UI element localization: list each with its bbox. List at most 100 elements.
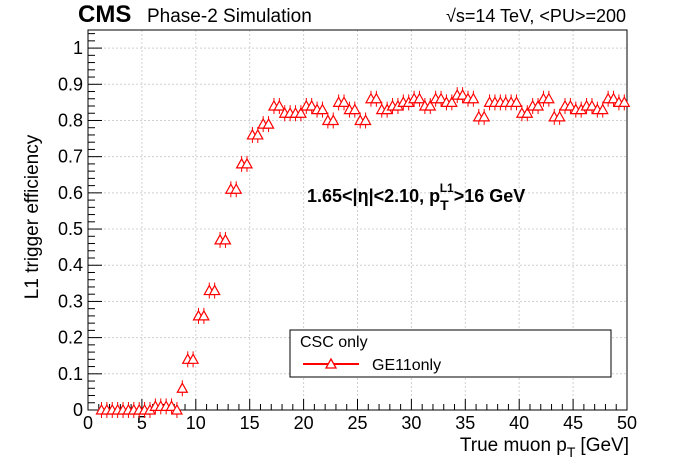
triangle-marker bbox=[413, 92, 426, 104]
data-point bbox=[510, 94, 523, 111]
x-tick-label: 0 bbox=[83, 413, 93, 433]
y-tick-label: 0.4 bbox=[58, 255, 83, 275]
legend-box bbox=[289, 329, 612, 378]
data-point bbox=[187, 351, 200, 368]
data-point bbox=[553, 108, 566, 125]
data-point bbox=[359, 112, 372, 129]
x-tick-label: 40 bbox=[509, 413, 529, 433]
legend-marker bbox=[324, 357, 338, 369]
annotation-sup: L1 bbox=[440, 181, 454, 195]
data-point bbox=[262, 116, 275, 133]
data-point bbox=[316, 101, 329, 118]
legend-header: CSC only bbox=[300, 334, 368, 351]
triangle-marker bbox=[532, 99, 545, 111]
triangle-marker bbox=[456, 88, 469, 100]
data-point bbox=[542, 90, 555, 107]
triangle-marker bbox=[176, 382, 189, 393]
data-point bbox=[445, 94, 458, 111]
triangle-marker bbox=[273, 99, 286, 111]
data-point bbox=[219, 231, 232, 248]
y-tick-label: 0.9 bbox=[58, 74, 83, 94]
y-tick-label: 0.2 bbox=[58, 328, 83, 348]
triangle-marker bbox=[618, 96, 631, 107]
data-point bbox=[370, 90, 383, 107]
triangle-marker bbox=[359, 114, 372, 126]
data-point bbox=[532, 98, 545, 114]
triangle-marker bbox=[585, 99, 598, 111]
y-tick-label: 0.1 bbox=[58, 364, 83, 384]
triangle-marker bbox=[424, 99, 437, 111]
y-tick-label: 0.8 bbox=[58, 110, 83, 130]
annotation-sub: T bbox=[440, 197, 449, 213]
header-subtitle: Phase-2 Simulation bbox=[147, 6, 312, 27]
data-point bbox=[348, 101, 361, 118]
x-tick-label: 25 bbox=[347, 413, 367, 433]
triangle-marker bbox=[240, 157, 254, 169]
triangle-marker bbox=[197, 309, 210, 321]
triangle-marker bbox=[251, 128, 264, 140]
data-point bbox=[413, 90, 426, 107]
triangle-marker bbox=[327, 114, 340, 126]
x-tick-label: 15 bbox=[240, 413, 260, 433]
triangle-marker bbox=[510, 96, 523, 107]
data-point bbox=[478, 108, 491, 125]
header-energy-info: √s=14 TeV, <PU>=200 bbox=[446, 6, 626, 26]
triangle-marker bbox=[564, 99, 577, 111]
triangle-marker bbox=[521, 107, 534, 118]
data-point bbox=[273, 98, 286, 114]
triangle-marker bbox=[348, 103, 361, 115]
legend: CSC only GE11only bbox=[289, 329, 612, 378]
triangle-marker bbox=[607, 92, 620, 104]
y-tick-label: 0.5 bbox=[58, 219, 83, 239]
x-tick-label: 10 bbox=[186, 413, 206, 433]
data-point bbox=[564, 98, 577, 114]
data-point bbox=[165, 398, 178, 415]
y-tick-label: 0 bbox=[73, 400, 83, 420]
data-points bbox=[95, 87, 631, 418]
data-point bbox=[424, 98, 437, 114]
data-point bbox=[596, 101, 609, 118]
data-point bbox=[294, 105, 307, 122]
data-point bbox=[585, 98, 598, 114]
tick-marks bbox=[87, 33, 628, 411]
y-tick-label: 1 bbox=[73, 38, 83, 58]
data-point bbox=[618, 94, 631, 111]
triangle-marker bbox=[553, 110, 566, 122]
triangle-marker bbox=[187, 353, 200, 364]
triangle-marker bbox=[165, 400, 178, 411]
data-point bbox=[521, 105, 534, 122]
y-tick-label: 0.3 bbox=[58, 291, 83, 311]
triangle-marker bbox=[435, 92, 448, 104]
legend-entry-label: GE11only bbox=[372, 357, 441, 374]
x-axis-title-unit: [GeV] bbox=[580, 435, 629, 456]
x-axis-title: True muon pT [GeV] bbox=[460, 435, 629, 460]
data-point bbox=[176, 380, 189, 397]
data-point bbox=[230, 181, 243, 198]
data-point bbox=[197, 307, 210, 324]
data-point bbox=[467, 90, 480, 107]
triangle-marker bbox=[294, 107, 307, 118]
triangle-marker bbox=[445, 96, 458, 107]
y-axis-title: L1 trigger efficiency bbox=[22, 134, 43, 299]
annotation-prefix: 1.65<|η|<2.10, p bbox=[307, 186, 440, 206]
x-tick-label: 20 bbox=[294, 413, 314, 433]
triangle-marker bbox=[338, 96, 351, 107]
data-point bbox=[305, 98, 318, 114]
x-tick-label: 35 bbox=[455, 413, 475, 433]
kinematic-annotation: 1.65<|η|<2.10, pT L1>16 GeV bbox=[307, 181, 525, 213]
triangle-marker bbox=[219, 233, 232, 245]
data-point bbox=[208, 282, 221, 299]
triangle-marker bbox=[596, 103, 609, 115]
triangle-marker bbox=[170, 403, 183, 415]
x-axis-title-main: True muon p bbox=[460, 435, 567, 456]
x-tick-label: 50 bbox=[617, 413, 637, 433]
x-tick-label: 30 bbox=[401, 413, 421, 433]
data-point bbox=[456, 87, 469, 104]
triangle-marker bbox=[370, 92, 383, 104]
header-experiment: CMS bbox=[78, 1, 131, 28]
triangle-marker bbox=[316, 103, 329, 115]
x-tick-label: 45 bbox=[563, 413, 583, 433]
data-point bbox=[338, 94, 351, 111]
